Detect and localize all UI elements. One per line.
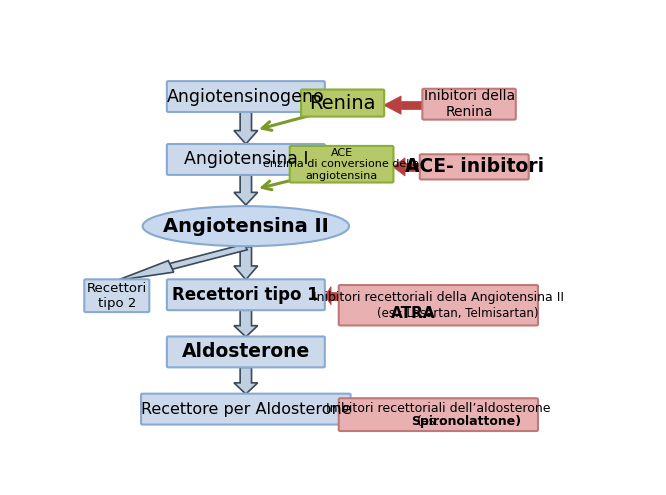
- Polygon shape: [405, 163, 420, 171]
- Text: ACE- inibitori: ACE- inibitori: [405, 157, 544, 176]
- Text: Inibitori della
Renina: Inibitori della Renina: [424, 89, 515, 119]
- Text: Inibitori recettoriali dell’aldosterone: Inibitori recettoriali dell’aldosterone: [326, 402, 551, 415]
- FancyBboxPatch shape: [167, 337, 325, 367]
- Text: Angiotensinogeno: Angiotensinogeno: [167, 88, 325, 105]
- Text: (es.: Losartan, Telmisartan): (es.: Losartan, Telmisartan): [377, 307, 539, 320]
- Polygon shape: [234, 247, 258, 280]
- FancyBboxPatch shape: [420, 154, 529, 180]
- Ellipse shape: [143, 206, 349, 246]
- Polygon shape: [331, 405, 339, 413]
- FancyBboxPatch shape: [167, 144, 325, 175]
- Text: Aldosterone: Aldosterone: [182, 343, 310, 361]
- Polygon shape: [234, 112, 258, 144]
- Text: Spironolattone): Spironolattone): [411, 415, 521, 428]
- FancyBboxPatch shape: [290, 146, 394, 183]
- FancyBboxPatch shape: [301, 90, 384, 116]
- Polygon shape: [234, 175, 258, 205]
- FancyBboxPatch shape: [167, 81, 325, 112]
- Polygon shape: [234, 310, 258, 337]
- Text: ACE
enzima di conversione della
angiotensina: ACE enzima di conversione della angioten…: [263, 148, 420, 181]
- Polygon shape: [331, 292, 339, 300]
- Polygon shape: [393, 158, 405, 176]
- Polygon shape: [170, 244, 247, 269]
- Text: Recettori tipo 1: Recettori tipo 1: [172, 286, 319, 304]
- Text: Inibitori recettoriali della Angiotensina II: Inibitori recettoriali della Angiotensin…: [313, 291, 564, 304]
- Text: Angiotensina II: Angiotensina II: [163, 217, 329, 236]
- Polygon shape: [401, 101, 422, 109]
- Polygon shape: [234, 367, 258, 394]
- Text: (es.:: (es.:: [417, 415, 444, 428]
- Polygon shape: [384, 96, 401, 114]
- FancyBboxPatch shape: [422, 89, 515, 120]
- Text: ATRA: ATRA: [390, 306, 435, 321]
- Polygon shape: [325, 400, 331, 418]
- Text: Recettori
tipo 2: Recettori tipo 2: [87, 282, 147, 310]
- Text: Angiotensina I: Angiotensina I: [184, 150, 308, 168]
- Polygon shape: [325, 287, 331, 305]
- Text: Renina: Renina: [310, 94, 376, 112]
- FancyBboxPatch shape: [167, 279, 325, 310]
- FancyBboxPatch shape: [339, 285, 538, 325]
- Text: Recettore per Aldosterone: Recettore per Aldosterone: [141, 401, 351, 417]
- FancyBboxPatch shape: [339, 398, 538, 431]
- Polygon shape: [117, 261, 174, 281]
- FancyBboxPatch shape: [85, 279, 149, 312]
- FancyBboxPatch shape: [141, 394, 350, 425]
